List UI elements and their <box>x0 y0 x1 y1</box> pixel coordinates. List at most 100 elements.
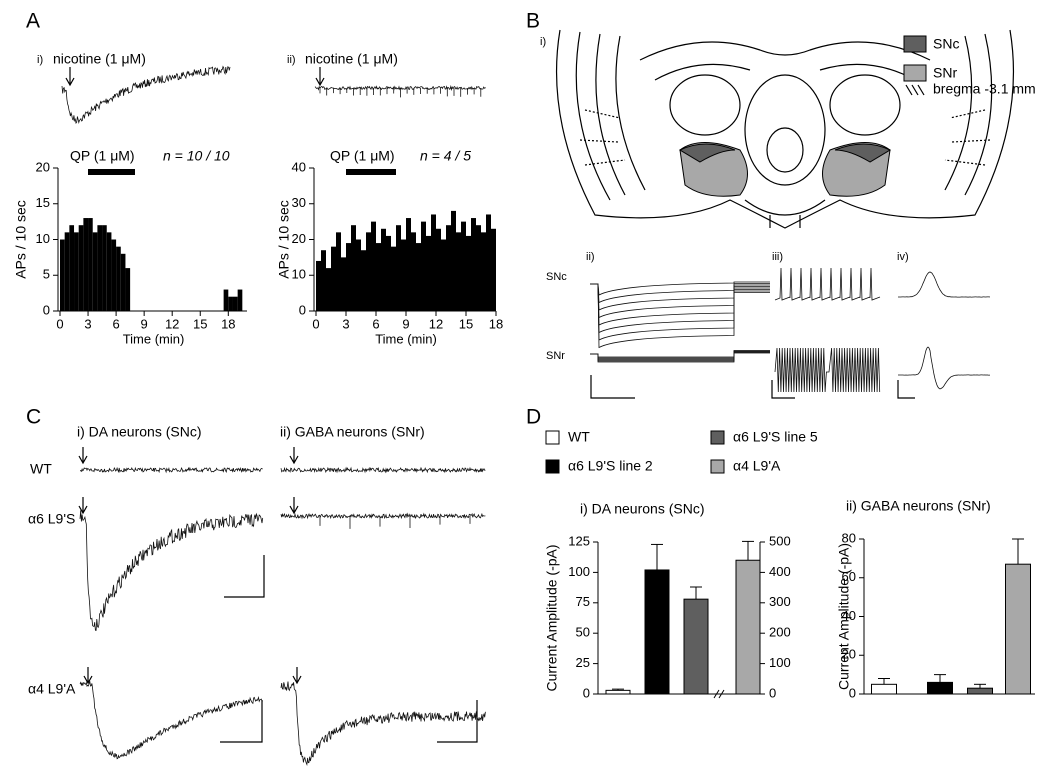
legend-label: WT <box>568 429 590 445</box>
x-tick-label: 6 <box>112 316 119 331</box>
panel-label: C <box>26 406 41 429</box>
y2-tick-label: 300 <box>769 594 791 609</box>
histogram-bar <box>341 257 346 311</box>
histogram-bar <box>223 289 229 311</box>
y-tick-label: 20 <box>842 647 856 662</box>
histogram-bar <box>237 289 243 311</box>
histogram-bar <box>481 232 486 311</box>
trace <box>80 466 263 474</box>
histogram-bar <box>356 239 361 311</box>
histogram-bar <box>321 250 326 311</box>
trace <box>590 350 770 363</box>
histogram-bar <box>386 235 391 311</box>
x-tick-label: 3 <box>342 316 349 331</box>
y-tick-label: 15 <box>36 195 50 210</box>
histogram-bar <box>436 228 441 311</box>
y-tick-label: 10 <box>36 231 50 246</box>
y-tick-label: 0 <box>43 302 50 317</box>
row-label: SNc <box>546 271 567 283</box>
histogram-bar <box>426 235 431 311</box>
histogram-bar <box>64 232 70 311</box>
sub-label: i) <box>37 54 43 66</box>
trace <box>79 510 264 631</box>
histogram-bar <box>228 296 233 311</box>
panel-label: A <box>26 10 40 33</box>
histogram-bar <box>116 246 121 311</box>
atlas-outline <box>555 29 1015 229</box>
stimulus-label: nicotine (1 μM) <box>53 51 146 67</box>
bar <box>735 559 761 695</box>
drug-bar <box>88 169 135 175</box>
x-tick-label: 12 <box>429 316 443 331</box>
histogram-bar <box>456 232 461 311</box>
histogram-bar <box>366 232 371 311</box>
x-tick-label: 15 <box>459 316 473 331</box>
n-label: n = 10 / 10 <box>163 148 230 164</box>
histogram-bar <box>60 239 65 311</box>
trace <box>898 346 990 390</box>
y-tick-label: 25 <box>576 655 590 670</box>
y2-tick-label: 400 <box>769 564 791 579</box>
snc-region <box>678 143 736 163</box>
sub-label: iii) <box>772 251 783 263</box>
y-tick-label: 20 <box>292 231 306 246</box>
y-axis-label: APs / 10 sec <box>276 200 292 279</box>
drug-label: QP (1 μM) <box>70 148 135 164</box>
legend-swatch <box>710 430 725 445</box>
row-label: α4 L9'A <box>28 681 76 697</box>
legend-swatch <box>903 35 927 53</box>
histogram-bar <box>106 232 112 311</box>
trace <box>774 267 881 301</box>
scale-bars <box>220 555 478 743</box>
row-label: α6 L9'S <box>28 511 75 527</box>
sub-label: ii) <box>287 54 296 66</box>
trace <box>774 347 881 393</box>
histogram-bar <box>232 296 238 311</box>
histogram-bar <box>361 250 366 311</box>
histogram-bar <box>416 243 421 311</box>
histogram-bar <box>316 260 321 311</box>
y-tick-label: 30 <box>292 195 306 210</box>
x-tick-label: 0 <box>56 316 63 331</box>
stimulus-label: nicotine (1 μM) <box>305 51 398 67</box>
y-tick-label: 75 <box>576 594 590 609</box>
histogram-bar <box>83 218 89 311</box>
arrows <box>65 67 325 87</box>
histogram-bar <box>446 225 451 311</box>
panel-label: B <box>526 10 540 33</box>
bar <box>927 681 953 695</box>
histogram-bar <box>486 214 491 311</box>
histogram-bar <box>336 232 341 311</box>
y2-tick-label: 200 <box>769 625 791 640</box>
histogram-bar <box>441 239 446 311</box>
histogram-bar <box>381 228 386 311</box>
y-tick-label: 10 <box>292 267 306 282</box>
y-tick-label: 40 <box>292 159 306 174</box>
legend-swatch <box>545 430 560 445</box>
x-tick-label: 15 <box>193 316 207 331</box>
y-axis-label: Current Amplitude (-pA) <box>836 543 852 690</box>
histogram-bar <box>69 225 75 311</box>
histogram-bar <box>326 268 331 311</box>
chart-title: i) DA neurons (SNc) <box>580 501 704 517</box>
legend-label: α6 L9'S line 2 <box>568 458 653 474</box>
drug-bar <box>346 169 396 175</box>
histogram-bar <box>92 232 98 311</box>
chart-title: ii) GABA neurons (SNr) <box>846 498 991 514</box>
histogram-bar <box>451 210 456 311</box>
histogram-bar <box>461 221 466 311</box>
histogram-bar <box>401 239 406 311</box>
y-tick-label: 5 <box>43 267 50 282</box>
histogram-bar <box>78 225 84 311</box>
y-tick-label: 80 <box>842 530 856 545</box>
legend-label: α6 L9'S line 5 <box>733 429 818 445</box>
histogram-bar <box>406 218 411 311</box>
trace <box>898 271 991 298</box>
arrows <box>78 447 302 685</box>
bar <box>644 569 670 695</box>
histogram-bar <box>421 221 426 311</box>
y-tick-label: 125 <box>568 533 590 548</box>
histogram-bar <box>125 268 131 311</box>
histogram-bar <box>120 253 126 311</box>
